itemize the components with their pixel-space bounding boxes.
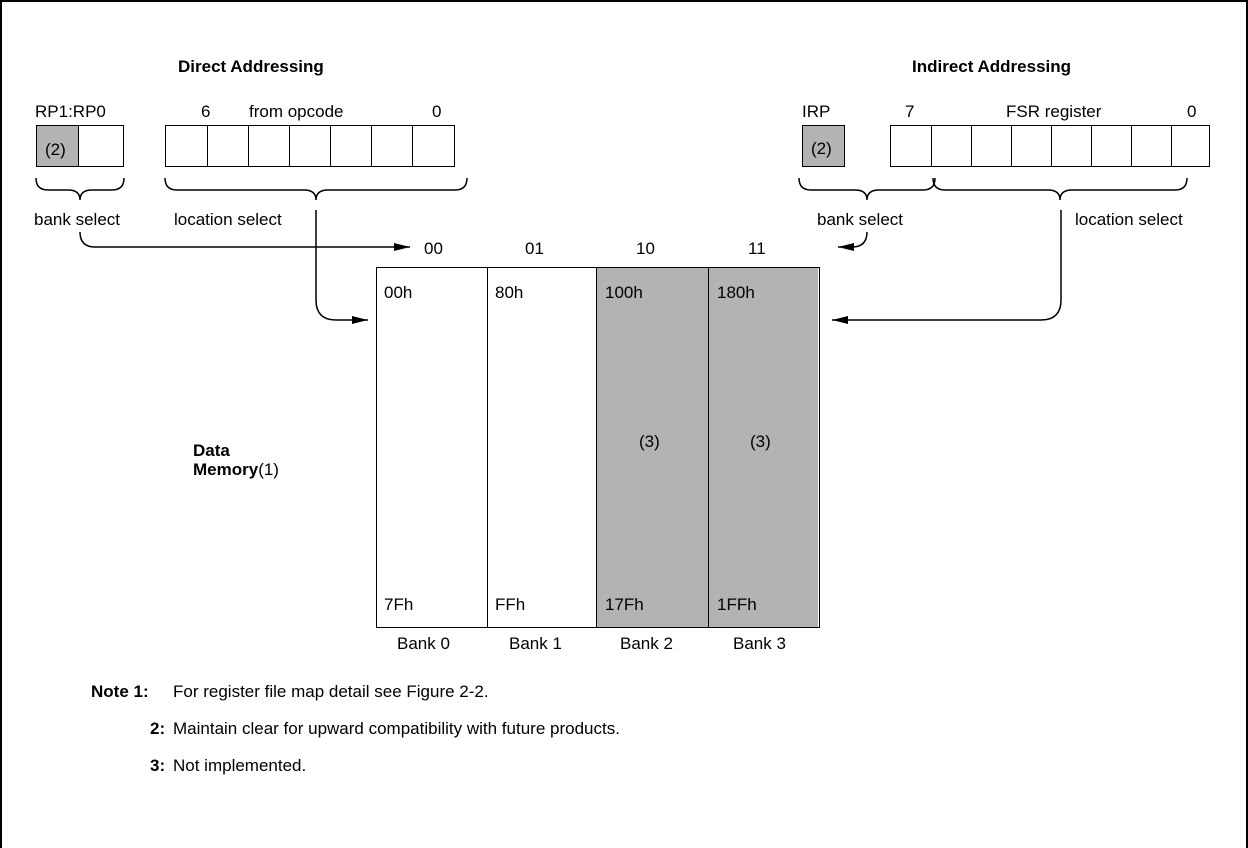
direct-bank-brace — [35, 177, 125, 201]
direct-location-arrow — [315, 210, 368, 324]
note-3-label: 3: — [150, 756, 166, 775]
irp-note: (2) — [811, 139, 832, 158]
bank-name: Bank 0 — [397, 634, 450, 653]
direct-bit-low: 0 — [432, 102, 442, 121]
direct-bit-high: 6 — [201, 102, 211, 121]
fsr-bit — [931, 126, 972, 166]
bank-3: 180h (3) 1FFh — [709, 268, 818, 627]
direct-opcode-label: from opcode — [249, 102, 344, 121]
indirect-location-arrow — [832, 210, 1062, 324]
indirect-title: Indirect Addressing — [912, 57, 1072, 76]
bank-start-address: 180h — [717, 283, 755, 302]
rp-note: (2) — [45, 140, 66, 159]
rp-register: (2) — [36, 125, 124, 167]
indirect-bit-high: 7 — [905, 102, 915, 121]
bank-end-address: 7Fh — [384, 595, 414, 614]
bank-0: 00h 7Fh — [377, 268, 488, 627]
bank-note: (3) — [639, 432, 660, 451]
direct-location-select-label: location select — [174, 210, 282, 229]
bank-2: 100h (3) 17Fh — [597, 268, 709, 627]
rp1-bit: (2) — [37, 126, 79, 166]
bank-code: 10 — [636, 239, 655, 258]
data-memory-note-ref: (1) — [258, 460, 279, 479]
data-memory-label-line2: Memory — [193, 460, 259, 479]
indirect-fsr-label: FSR register — [1006, 102, 1102, 121]
note-3-text: Not implemented. — [173, 756, 307, 775]
opcode-register — [165, 125, 455, 167]
bank-note: (3) — [750, 432, 771, 451]
bank-start-address: 00h — [384, 283, 413, 302]
indirect-bank-arrow — [838, 231, 868, 251]
data-memory-label-line1: Data — [193, 441, 230, 460]
bank-name: Bank 3 — [733, 634, 786, 653]
note-1-label: Note 1: — [91, 682, 149, 701]
opcode-bit — [207, 126, 249, 166]
indirect-bit-low: 0 — [1187, 102, 1197, 121]
indirect-bank-select-label: bank select — [817, 210, 903, 229]
fsr-bit — [1131, 126, 1172, 166]
fsr-bit — [891, 126, 932, 166]
rp0-bit — [79, 126, 123, 166]
direct-bank-select-label: bank select — [34, 210, 120, 229]
opcode-bit — [330, 126, 372, 166]
bank-1: 80h FFh — [488, 268, 597, 627]
opcode-bit — [166, 126, 208, 166]
direct-location-brace — [164, 177, 468, 201]
indirect-location-select-label: location select — [1075, 210, 1183, 229]
note-2-label: 2: — [150, 719, 166, 738]
bank-end-address: FFh — [495, 595, 526, 614]
note-2-text: Maintain clear for upward compatibility … — [173, 719, 620, 738]
irp-register: (2) — [802, 125, 845, 167]
bank-code: 00 — [424, 239, 443, 258]
direct-bank-arrow — [79, 231, 410, 251]
indirect-bank-brace — [798, 177, 936, 201]
opcode-bit — [248, 126, 290, 166]
fsr-bit — [1051, 126, 1092, 166]
data-memory-map: 00h 7Fh 80h FFh 100h (3) 17Fh 180h (3) 1… — [376, 267, 820, 628]
opcode-bit — [371, 126, 413, 166]
direct-title: Direct Addressing — [178, 57, 324, 76]
note-1-text: For register file map detail see Figure … — [173, 682, 489, 701]
bank-end-address: 17Fh — [605, 595, 644, 614]
fsr-bit — [1011, 126, 1052, 166]
bank-name: Bank 1 — [509, 634, 562, 653]
bank-code: 11 — [748, 239, 766, 258]
bank-code: 01 — [525, 239, 544, 258]
fsr-bit — [971, 126, 1012, 166]
indirect-irp-label: IRP — [802, 102, 831, 121]
bank-end-address: 1FFh — [717, 595, 757, 614]
fsr-bit — [1091, 126, 1132, 166]
bank-name: Bank 2 — [620, 634, 673, 653]
bank-start-address: 80h — [495, 283, 524, 302]
data-memory-label: Memory(1) — [193, 460, 279, 480]
opcode-bit — [289, 126, 331, 166]
fsr-register — [890, 125, 1210, 167]
indirect-location-brace — [932, 177, 1188, 201]
direct-rp-label: RP1:RP0 — [35, 102, 106, 121]
bank-start-address: 100h — [605, 283, 643, 302]
